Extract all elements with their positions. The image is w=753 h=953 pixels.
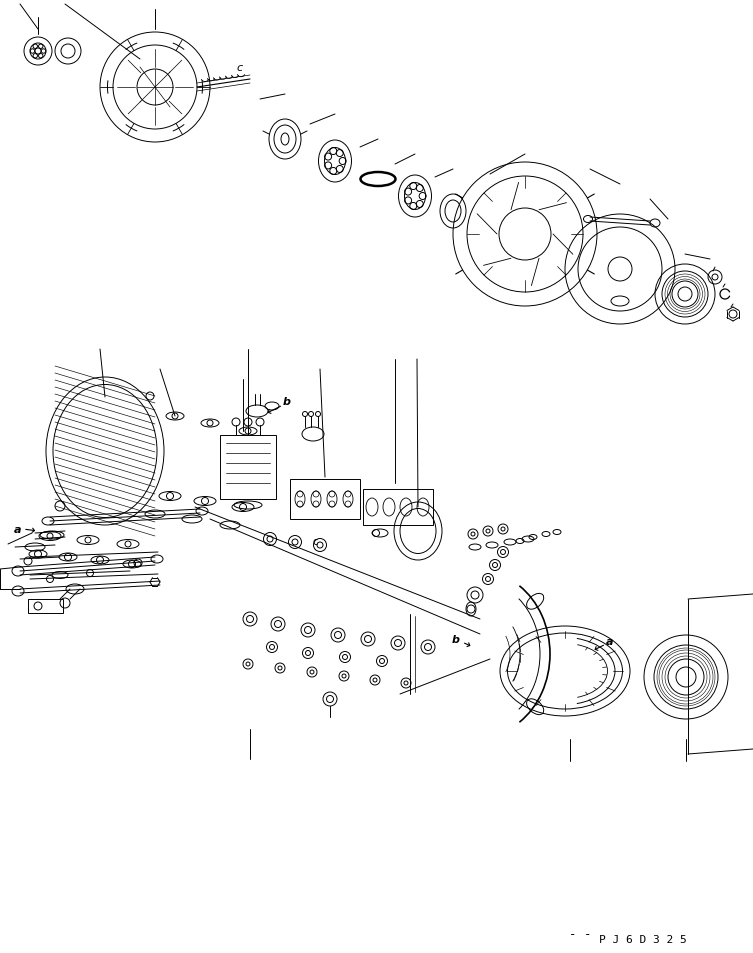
Text: a: a — [14, 524, 22, 535]
Bar — [220, 436, 276, 499]
Text: P J 6 D 3 2 5: P J 6 D 3 2 5 — [599, 934, 687, 944]
Text: b: b — [452, 635, 460, 644]
Text: c: c — [237, 63, 243, 73]
Bar — [290, 479, 360, 519]
Bar — [363, 490, 433, 525]
Text: a: a — [606, 637, 614, 646]
Text: b: b — [283, 396, 291, 407]
Bar — [28, 599, 63, 614]
Text: c: c — [312, 537, 318, 546]
Text: - -: - - — [569, 927, 591, 941]
